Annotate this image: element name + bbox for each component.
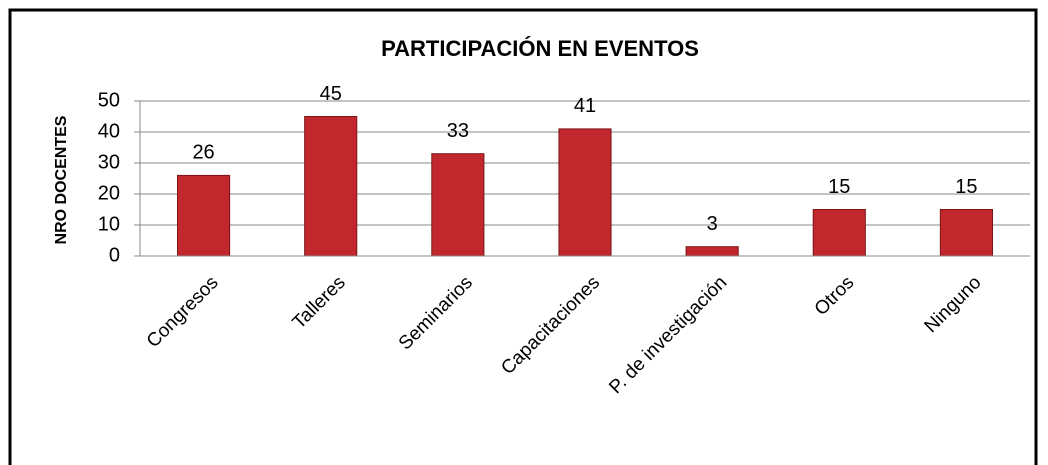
bar <box>939 209 993 257</box>
bar <box>431 153 485 257</box>
bar <box>558 128 612 257</box>
data-label: 45 <box>320 83 342 105</box>
data-label: 3 <box>707 213 718 235</box>
data-label: 41 <box>574 95 596 117</box>
bar <box>685 246 739 257</box>
bar <box>177 174 231 257</box>
y-axis-label: NRO DOCENTES <box>53 115 70 244</box>
y-tick-label: 10 <box>98 213 120 235</box>
y-tick-label: 50 <box>98 89 120 111</box>
data-label: 15 <box>828 176 850 198</box>
y-tick-label: 0 <box>109 244 120 266</box>
bar <box>812 209 866 257</box>
data-label: 26 <box>192 142 214 164</box>
data-label: 15 <box>955 176 977 198</box>
y-tick-label: 40 <box>98 120 120 142</box>
y-tick-label: 20 <box>98 182 120 204</box>
data-label: 33 <box>447 120 469 142</box>
y-tick-label: 30 <box>98 151 120 173</box>
chart-title: PARTICIPACIÓN EN EVENTOS <box>381 36 699 61</box>
chart-frame <box>8 8 1038 465</box>
bar <box>304 116 358 257</box>
